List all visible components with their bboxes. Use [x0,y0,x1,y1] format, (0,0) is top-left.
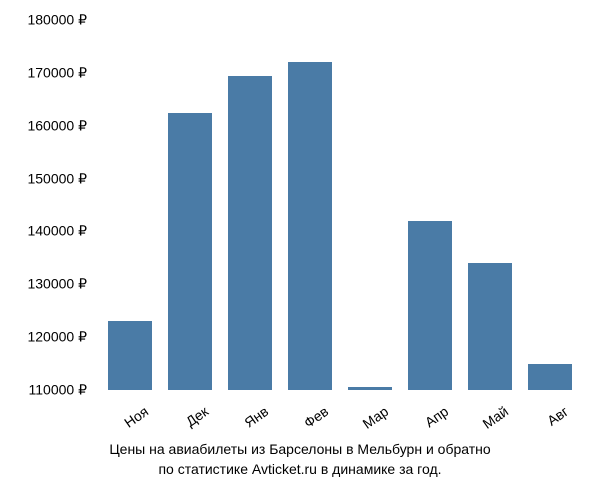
x-tick-label: Фев [289,403,331,439]
x-tick-label: Ноя [109,403,151,439]
y-tick-label: 160000 ₽ [27,117,87,134]
x-tick-label: Дек [169,403,211,439]
y-tick-label: 170000 ₽ [27,64,87,81]
bars-container [100,20,580,390]
x-tick-label: Янв [229,403,271,439]
bar [168,113,211,391]
x-tick-label: Авг [529,403,571,439]
chart-plot-area [100,20,580,390]
y-tick-label: 110000 ₽ [29,382,87,399]
caption-line-2: по статистике Avticket.ru в динамике за … [0,460,600,480]
y-axis-labels: 110000 ₽120000 ₽130000 ₽140000 ₽150000 ₽… [0,20,95,390]
x-tick-label: Мар [349,403,391,439]
bar [288,62,331,390]
bar [108,321,151,390]
y-tick-label: 150000 ₽ [27,170,87,187]
bar [528,364,571,390]
chart-caption: Цены на авиабилеты из Барселоны в Мельбу… [0,440,600,479]
caption-line-1: Цены на авиабилеты из Барселоны в Мельбу… [0,440,600,460]
bar [408,221,451,390]
x-tick-label: Май [469,403,511,439]
y-tick-label: 180000 ₽ [27,12,87,29]
bar [348,387,391,390]
y-tick-label: 130000 ₽ [27,276,87,293]
x-axis-labels: НояДекЯнвФевМарАпрМайАвг [100,395,580,435]
y-tick-label: 120000 ₽ [27,329,87,346]
x-tick-label: Апр [409,403,451,439]
bar [228,76,271,391]
y-tick-label: 140000 ₽ [27,223,87,240]
bar [468,263,511,390]
